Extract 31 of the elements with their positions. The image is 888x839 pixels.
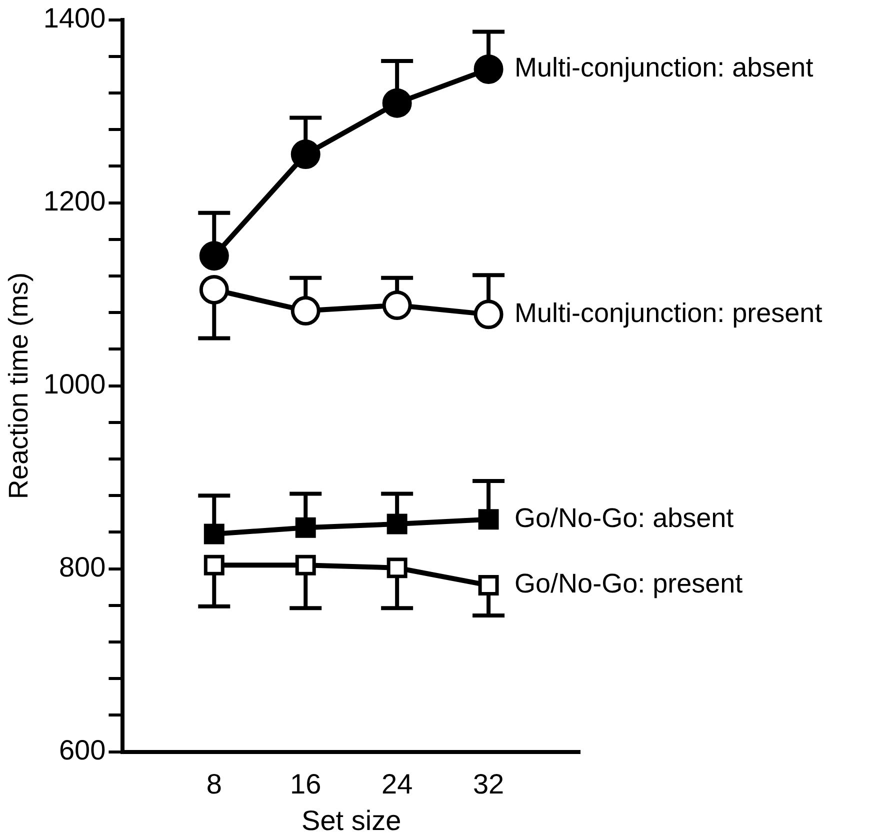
point [204,554,224,576]
x-tick-label: 16 [290,768,322,800]
y-tick-label: 800 [58,552,106,583]
series-label: Multi-conjunction: present [514,298,823,328]
point [474,54,504,84]
y-tick-label: 1400 [43,2,106,34]
point [382,88,412,118]
y-tick-label: 1200 [43,186,106,217]
y-tick-label: 1000 [43,368,106,400]
x-tick-label: 32 [472,768,504,800]
point [382,290,412,320]
point [386,558,408,578]
point [199,241,229,271]
point [474,300,504,330]
point [290,140,320,170]
x-tick-label: 24 [381,768,413,800]
point [478,575,499,596]
y-axis-title: Reaction time (ms) [4,272,34,500]
x-axis-title: Set size [302,804,402,836]
point [386,514,408,534]
series-label: Go/No-Go: absent [514,502,734,533]
point [295,554,316,576]
x-tick-label: 8 [206,768,222,800]
point [290,296,320,326]
series-label: Multi-conjunction: absent [514,52,814,83]
point [199,274,229,304]
point [204,524,224,544]
point [295,517,316,538]
point [478,509,499,530]
series-label: Go/No-Go: present [514,568,744,599]
y-tick-label: 600 [58,734,106,766]
